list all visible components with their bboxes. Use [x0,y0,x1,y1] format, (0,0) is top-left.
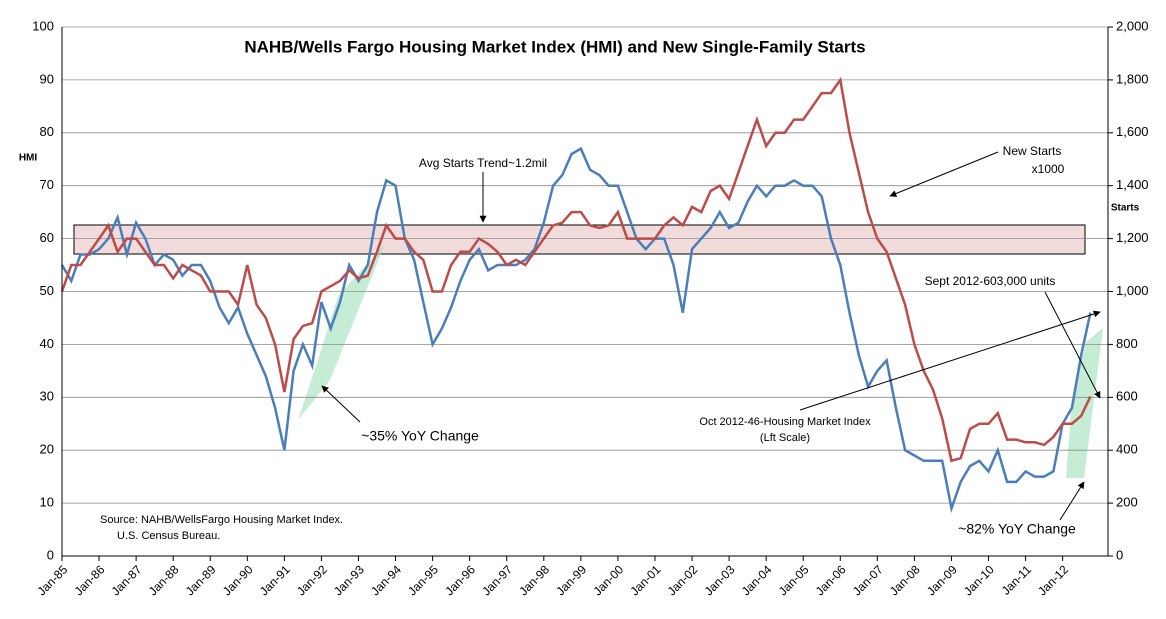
x-tick-label: Jan-03 [702,562,738,598]
y-tick-label: 50 [40,283,54,298]
x-tick-label: Jan-99 [553,562,589,598]
y-tick-label: 10 [40,495,54,510]
arrow [799,310,1101,411]
y2-tick-label: 1,800 [1116,71,1149,86]
x-tick-label: Jan-94 [368,562,404,598]
y2-axis-label: Starts [1111,203,1140,214]
x-tick-label: Jan-04 [739,562,775,598]
y-tick-label: 20 [40,442,54,457]
y2-tick-label: 1,400 [1116,177,1149,192]
x-tick-label: Jan-90 [220,562,256,598]
annotation: x1000 [1032,162,1065,176]
arrow [889,151,999,197]
series-line [60,146,1092,514]
x-tick-label: Jan-12 [1035,562,1071,598]
trend-arrow [1066,328,1103,478]
annotation: (Lft Scale) [760,432,810,444]
arrow [1059,481,1085,521]
chart-title: NAHB/Wells Fargo Housing Market Index (H… [244,37,865,56]
y2-tick-label: 600 [1116,389,1138,404]
trend-arrow [298,244,385,420]
y-tick-label: 60 [40,230,54,245]
x-tick-label: Jan-88 [146,562,182,598]
y2-tick-label: 0 [1116,547,1123,562]
y-tick-label: 0 [47,547,54,562]
x-tick-label: Jan-01 [627,562,663,598]
x-tick-label: Jan-95 [405,562,441,598]
x-tick-label: Jan-97 [479,562,515,598]
x-tick-label: Jan-08 [887,562,923,598]
y2-tick-label: 1,200 [1116,230,1149,245]
x-tick-label: Jan-10 [961,562,997,598]
source: Source: NAHB/WellsFargo Housing Market I… [100,514,343,526]
x-tick-label: Jan-07 [850,562,886,598]
source: U.S. Census Bureau. [117,530,220,542]
annotation: Avg Starts Trend~1.2mil [419,156,547,170]
arrow [321,385,361,423]
annotation: New Starts [1003,144,1062,158]
trend-band [73,224,1086,255]
y2-tick-label: 800 [1116,336,1138,351]
y2-tick-label: 1,600 [1116,124,1149,139]
y-tick-label: 80 [40,124,54,139]
y2-tick-label: 1,000 [1116,283,1149,298]
x-tick-label: Jan-06 [813,562,849,598]
x-tick-label: Jan-91 [257,562,293,598]
arrow [1044,291,1101,399]
x-tick-label: Jan-98 [516,562,552,598]
x-tick-label: Jan-11 [999,562,1034,597]
y-tick-label: 30 [40,389,54,404]
y-axis-label: HMI [19,153,38,164]
x-tick-label: Jan-00 [590,562,626,598]
x-tick-label: Jan-96 [442,562,478,598]
x-tick-label: Jan-89 [183,562,219,598]
x-tick-label: Jan-93 [331,562,367,598]
annotation: Oct 2012-46-Housing Market Index [699,416,871,428]
x-tick-label: Jan-92 [294,562,330,598]
series-line [60,76,1092,463]
x-tick-label: Jan-05 [776,562,812,598]
y2-tick-label: 400 [1116,442,1138,457]
annotation: Sept 2012-603,000 units [925,274,1056,288]
y2-tick-label: 2,000 [1116,18,1149,33]
y-tick-label: 90 [40,71,54,86]
y-tick-label: 100 [32,18,54,33]
annotation: ~82% YoY Change [958,521,1076,537]
x-tick-label: Jan-85 [35,562,71,598]
x-tick-label: Jan-87 [109,562,145,598]
x-tick-label: Jan-02 [665,562,701,598]
y2-tick-label: 200 [1116,495,1138,510]
annotation: ~35% YoY Change [361,428,479,444]
x-tick-label: Jan-86 [72,562,108,598]
y-tick-label: 40 [40,336,54,351]
y-tick-label: 70 [40,177,54,192]
x-tick-label: Jan-09 [924,562,960,598]
